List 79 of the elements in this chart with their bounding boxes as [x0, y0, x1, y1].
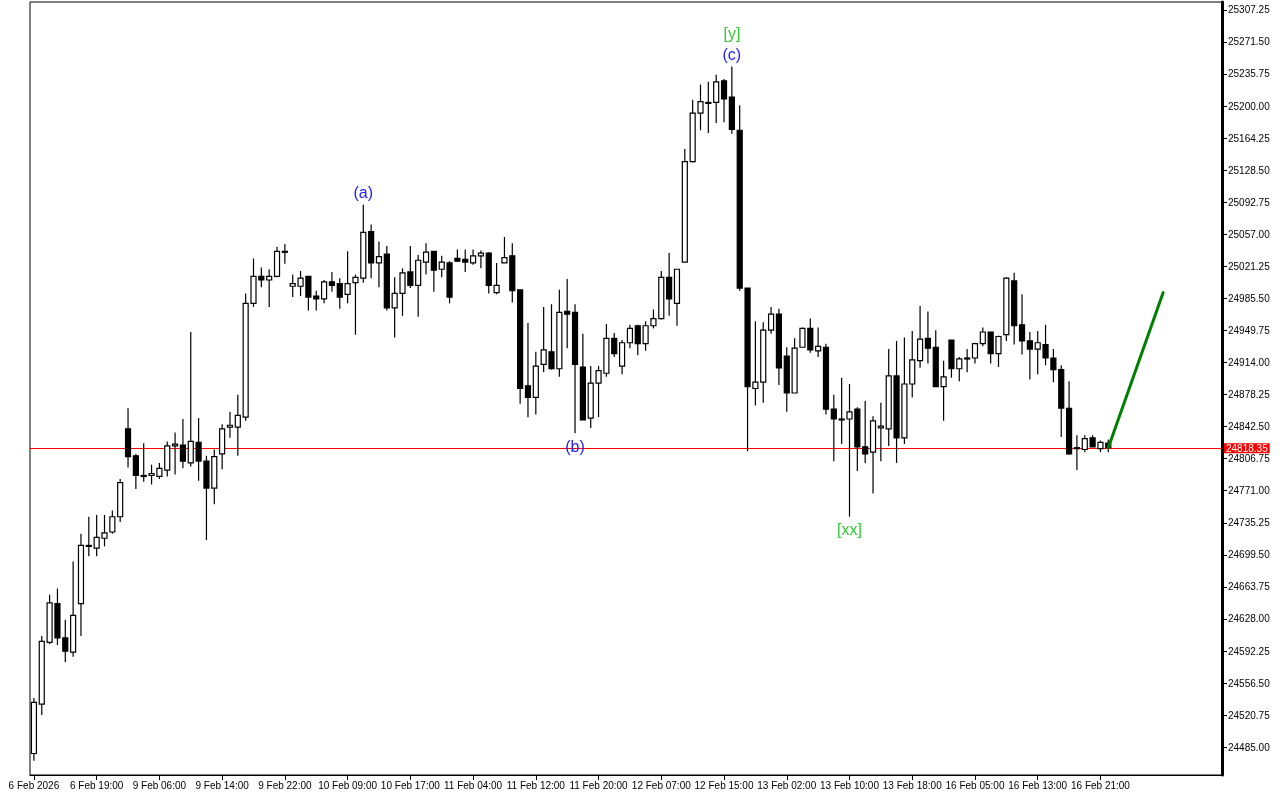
- annotation: [y]: [723, 25, 741, 43]
- candlestick: [132, 453, 139, 490]
- candlestick: [281, 243, 288, 265]
- y-tick-label: 25092.75: [1228, 196, 1271, 208]
- candlestick: [979, 326, 986, 347]
- x-tick-label: 11 Feb 12:00: [506, 779, 566, 791]
- candlestick: [877, 402, 884, 462]
- y-tick-label: 24806.75: [1228, 453, 1271, 465]
- candlestick: [767, 306, 775, 335]
- candlestick: [564, 278, 571, 349]
- annotation: [xx]: [837, 521, 862, 539]
- candlestick: [713, 74, 720, 124]
- x-tick-label: 11 Feb 20:00: [569, 779, 629, 791]
- y-tick-label: 25021.25: [1228, 260, 1271, 272]
- x-tick-label: 11 Feb 04:00: [443, 779, 503, 791]
- y-tick-label: 25128.50: [1228, 164, 1271, 176]
- y-tick-label: 25235.75: [1228, 68, 1271, 80]
- candlestick: [666, 252, 673, 317]
- x-tick-label: 16 Feb 21:00: [1070, 779, 1131, 791]
- candlestick: [524, 322, 532, 418]
- x-tick-label: 9 Feb 22:00: [258, 779, 312, 791]
- y-tick-label: 24949.75: [1228, 324, 1271, 336]
- candlestick: [916, 305, 924, 369]
- x-tick-label: 10 Feb 09:00: [318, 779, 378, 791]
- x-tick-label: 12 Feb 07:00: [631, 779, 692, 791]
- y-tick-label: 25307.25: [1228, 4, 1271, 16]
- y-tick-label: 25164.25: [1228, 132, 1271, 144]
- candlestick: [720, 78, 728, 123]
- y-tick-label: 25057.00: [1228, 228, 1271, 240]
- y-tick-label: 24485.00: [1228, 741, 1271, 753]
- x-tick-label: 10 Feb 17:00: [380, 779, 441, 791]
- y-tick-label: 24735.25: [1228, 517, 1271, 529]
- candlestick: [320, 279, 328, 304]
- x-tick-label: 6 Feb 2026: [8, 779, 60, 791]
- candlestick: [626, 324, 634, 349]
- x-tick-label: 9 Feb 06:00: [132, 779, 187, 791]
- candlestick: [1073, 434, 1081, 471]
- candlestick: [964, 348, 971, 373]
- y-tick-label: 24663.75: [1228, 581, 1271, 593]
- x-tick-label: 12 Feb 15:00: [694, 779, 754, 791]
- x-tick-label: 16 Feb 05:00: [945, 779, 1005, 791]
- x-tick-label: 6 Feb 19:00: [69, 779, 124, 791]
- y-tick-label: 24842.50: [1228, 421, 1271, 433]
- y-tick-label: 24628.00: [1228, 613, 1271, 625]
- y-tick-label: 25200.00: [1228, 100, 1271, 112]
- candlestick: [328, 271, 336, 293]
- y-tick-label: 25271.50: [1228, 36, 1271, 48]
- x-tick-label: 16 Feb 13:00: [1008, 779, 1068, 791]
- candlestick: [862, 400, 869, 464]
- candlestick: [1018, 293, 1026, 356]
- candlestick: [85, 516, 92, 557]
- candlestick: [830, 394, 837, 462]
- x-tick-label: 9 Feb 14:00: [195, 779, 250, 791]
- candlestick: [375, 240, 383, 288]
- candlestick: [234, 394, 241, 457]
- y-tick-label: 24592.25: [1228, 645, 1271, 657]
- candlestick: [430, 250, 437, 293]
- x-tick-label: 13 Feb 02:00: [757, 779, 817, 791]
- y-tick-label: 24699.50: [1228, 549, 1271, 561]
- candlestick: [924, 310, 932, 364]
- candlestick: [171, 431, 179, 476]
- y-tick-label: 24771.00: [1228, 485, 1271, 497]
- candlestick: [1026, 331, 1033, 381]
- ref-line-label: 24818.35: [1226, 442, 1269, 454]
- x-tick-label: 13 Feb 10:00: [820, 779, 880, 791]
- y-tick-label: 24556.50: [1228, 677, 1271, 689]
- candlestick: [618, 339, 626, 375]
- y-tick-label: 24878.25: [1228, 389, 1271, 401]
- annotation: (a): [353, 184, 374, 202]
- x-tick-label: 13 Feb 18:00: [882, 779, 943, 791]
- candlestick: [266, 268, 273, 308]
- candlestick: [179, 418, 187, 469]
- candlestick: [226, 411, 234, 439]
- annotation: (c): [722, 46, 742, 64]
- y-tick-label: 24985.50: [1228, 292, 1271, 304]
- y-tick-label: 24520.75: [1228, 709, 1271, 721]
- candlestick: [477, 249, 485, 269]
- candlestick: [422, 242, 430, 276]
- y-tick-label: 24914.00: [1228, 356, 1271, 368]
